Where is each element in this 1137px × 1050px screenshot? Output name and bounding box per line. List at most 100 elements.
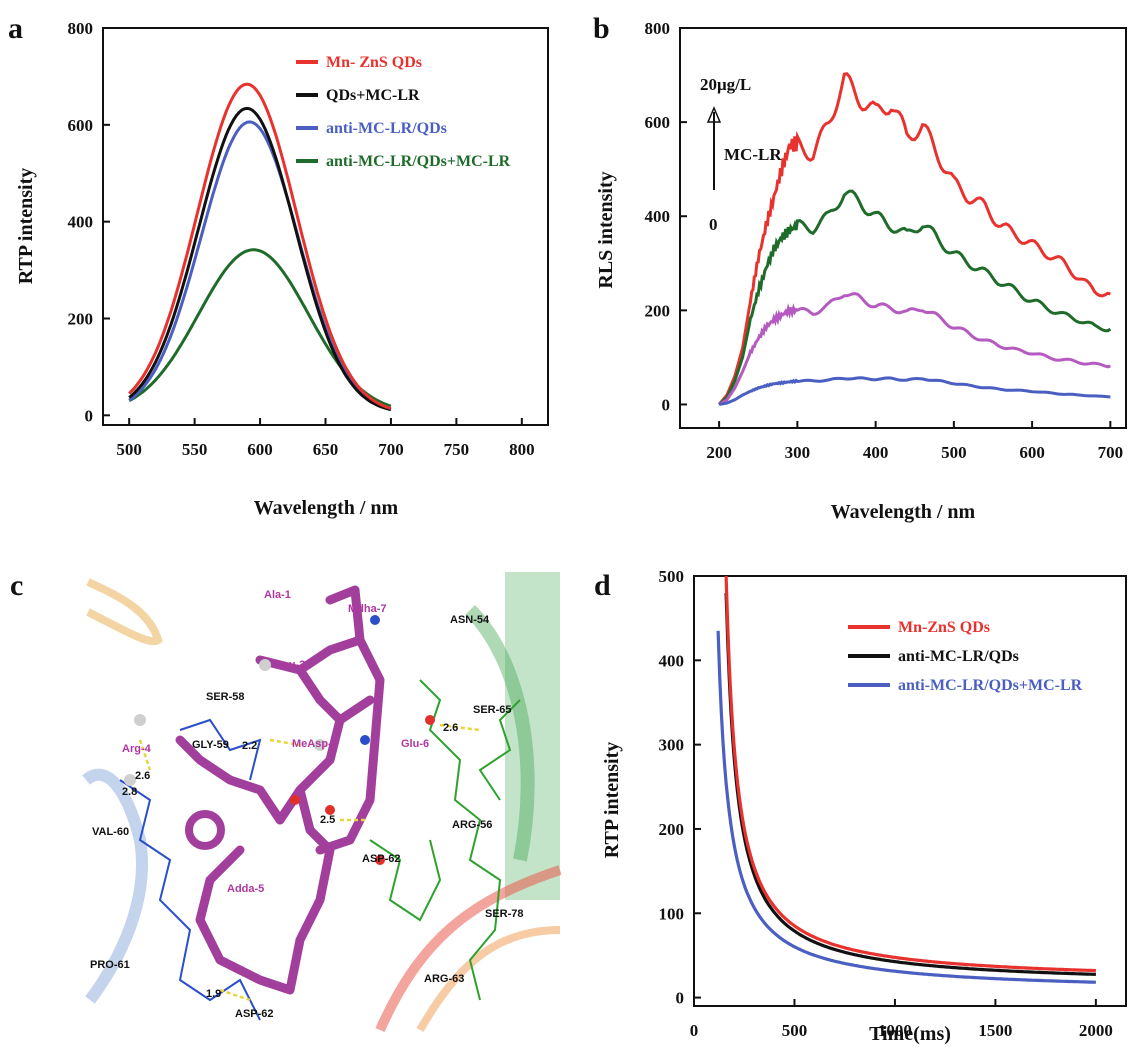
plot-frame-d	[693, 575, 1127, 1007]
x-tick-label: 500	[941, 443, 967, 462]
y-axis-label-d: RTP intensity	[601, 742, 623, 859]
panel-label-a: a	[8, 12, 23, 45]
panel-label-b: b	[593, 12, 610, 45]
x-ticks-d: 0 500 1000 1500 2000	[690, 999, 1113, 1040]
series-a	[128, 82, 392, 412]
residue-label: ARG-63	[424, 973, 464, 985]
residue-label: SER-58	[206, 691, 245, 703]
x-ticks-a: 500 550 600 650 700 750 800	[116, 418, 535, 459]
y-tick-label: 600	[68, 116, 94, 135]
legend-label: anti-MC-LR/QDs	[326, 120, 447, 137]
series-line	[717, 72, 1111, 406]
x-tick-label: 600	[1019, 443, 1045, 462]
x-tick-label: 550	[182, 440, 208, 459]
y-tick-label: 0	[85, 406, 94, 425]
residue-label: Mdha-7	[348, 603, 387, 615]
molecule-labels: Ala-1 Mdha-7 Leu-2 SER-58 GLY-59 Arg-4 MeAsp-3…	[90, 589, 524, 1020]
legend-label: QDs+MC-LR	[326, 87, 420, 104]
residue-label: ASN-54	[450, 614, 490, 626]
residue-label: Glu-6	[401, 738, 429, 750]
residue-label: MeAsp-3	[292, 738, 338, 750]
distance-label: 2.6	[135, 770, 150, 782]
x-tick-label: 400	[863, 443, 889, 462]
series-line	[128, 82, 392, 410]
y-axis-label-b: RLS intensity	[595, 171, 617, 288]
y-ticks-d: 0 100 200 300 400 500	[659, 567, 701, 1008]
y-tick-label: 0	[676, 989, 685, 1008]
series-line	[716, 630, 1096, 984]
x-tick-label: 1500	[978, 1021, 1012, 1040]
plot-frame-b	[679, 27, 1127, 429]
y-tick-label: 300	[659, 736, 685, 755]
annotation-top: 20μg/L	[700, 75, 751, 94]
y-tick-label: 400	[659, 651, 685, 670]
legend-label: anti-MC-LR/QDs+MC-LR	[326, 153, 511, 170]
residue-label: Leu-2	[276, 659, 305, 671]
x-tick-label: 700	[1098, 443, 1124, 462]
residue-label: Adda-5	[227, 883, 264, 895]
series-line	[718, 189, 1112, 406]
y-tick-label: 600	[645, 113, 671, 132]
legend-label: Mn- ZnS QDs	[326, 54, 422, 71]
legend-label: anti-MC-LR/QDs	[898, 648, 1019, 665]
panel-label-c: c	[10, 569, 23, 602]
x-tick-label: 500	[116, 440, 142, 459]
distance-label: 2.6	[443, 722, 458, 734]
residue-label: SER-65	[473, 704, 512, 716]
y-tick-label: 200	[659, 820, 685, 839]
residue-label: ASP-62	[362, 853, 401, 865]
x-tick-label: 2000	[1079, 1021, 1113, 1040]
x-tick-label: 200	[706, 443, 732, 462]
x-tick-label: 700	[378, 440, 404, 459]
annotation-middle: MC-LR	[724, 145, 782, 164]
y-tick-label: 400	[68, 213, 94, 232]
legend-label: Mn-ZnS QDs	[898, 619, 990, 636]
y-tick-label: 500	[659, 567, 685, 586]
legend-a: Mn- ZnS QDs QDs+MC-LR anti-MC-LR/QDs anti-M…	[296, 54, 511, 170]
series-d	[716, 575, 1096, 984]
y-tick-label: 400	[645, 207, 671, 226]
panel-b: b 0 200 400 600 800 200 300 400 500 600 700 Wavel…	[593, 12, 1127, 523]
series-b	[717, 72, 1112, 406]
y-ticks-b: 0 200 400 600 800	[645, 19, 687, 414]
annotation-arrow	[706, 106, 722, 190]
x-ticks-b: 200 300 400 500 600 700	[706, 421, 1123, 462]
panel-a: a 0 200 400 600 800 500 550 600 650 700 750 800 Wa…	[8, 12, 549, 519]
x-axis-label-a: Wavelength / nm	[254, 497, 399, 519]
residue-label: VAL-60	[92, 826, 129, 838]
residue-label: ASP-62	[235, 1008, 274, 1020]
residue-label: PRO-61	[90, 959, 130, 971]
residue-label: Arg-4	[122, 743, 152, 755]
x-tick-label: 600	[247, 440, 273, 459]
x-axis-label-d: Time(ms)	[869, 1023, 951, 1045]
x-tick-label: 0	[690, 1021, 699, 1040]
y-tick-label: 100	[659, 904, 685, 923]
series-line	[724, 592, 1096, 976]
series-line	[718, 292, 1111, 406]
series-line	[724, 575, 1096, 973]
distance-label: 1.9	[206, 988, 221, 1000]
protein-structure-image	[82, 562, 562, 1033]
distance-label: 2.2	[242, 740, 257, 752]
panel-c: c	[10, 562, 562, 1033]
y-tick-label: 800	[645, 19, 671, 38]
residue-label: Ala-1	[264, 589, 291, 601]
annotation-bottom: 0	[709, 215, 718, 234]
series-line	[128, 106, 392, 412]
legend-d: Mn-ZnS QDs anti-MC-LR/QDs anti-MC-LR/QDs+M…	[848, 619, 1083, 694]
x-tick-label: 1000	[878, 1021, 912, 1040]
x-tick-label: 300	[785, 443, 811, 462]
residue-label: ARG-56	[452, 819, 492, 831]
x-tick-label: 750	[444, 440, 470, 459]
distance-label: 2.5	[320, 814, 335, 826]
y-tick-label: 200	[645, 301, 671, 320]
residue-label: SER-78	[485, 908, 524, 920]
y-tick-label: 200	[68, 309, 94, 328]
legend-label: anti-MC-LR/QDs+MC-LR	[898, 677, 1083, 694]
panel-label-d: d	[594, 569, 611, 602]
x-tick-label: 800	[509, 440, 535, 459]
y-axis-label-a: RTP intensity	[15, 168, 37, 285]
x-tick-label: 500	[782, 1021, 808, 1040]
y-tick-label: 0	[662, 395, 671, 414]
